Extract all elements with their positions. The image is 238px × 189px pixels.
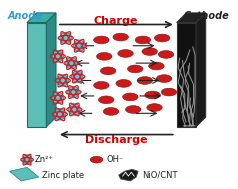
Text: Cathode: Cathode xyxy=(183,11,229,21)
Text: Zn²⁺: Zn²⁺ xyxy=(35,155,54,164)
Ellipse shape xyxy=(118,50,133,57)
Ellipse shape xyxy=(154,34,170,42)
Text: NiO/CNT: NiO/CNT xyxy=(142,171,178,180)
Text: Discharge: Discharge xyxy=(85,135,147,145)
Ellipse shape xyxy=(125,106,141,113)
Ellipse shape xyxy=(103,108,119,115)
Circle shape xyxy=(22,155,32,164)
Text: OH⁻: OH⁻ xyxy=(106,155,124,164)
Polygon shape xyxy=(46,13,56,127)
Ellipse shape xyxy=(100,67,116,75)
Ellipse shape xyxy=(97,53,112,60)
Polygon shape xyxy=(27,22,46,127)
Ellipse shape xyxy=(145,91,160,99)
Circle shape xyxy=(71,71,83,82)
Ellipse shape xyxy=(99,96,114,104)
Circle shape xyxy=(52,92,64,104)
Circle shape xyxy=(68,86,79,98)
Circle shape xyxy=(60,32,71,44)
Circle shape xyxy=(54,108,66,120)
Polygon shape xyxy=(27,13,56,22)
Ellipse shape xyxy=(149,62,164,70)
Ellipse shape xyxy=(94,81,109,89)
Ellipse shape xyxy=(123,93,138,101)
Ellipse shape xyxy=(90,156,103,163)
Polygon shape xyxy=(177,13,206,22)
Polygon shape xyxy=(10,167,39,181)
Circle shape xyxy=(57,75,69,86)
Text: Charge: Charge xyxy=(94,16,138,26)
Circle shape xyxy=(52,51,64,62)
Ellipse shape xyxy=(135,36,151,44)
Circle shape xyxy=(69,104,80,115)
Ellipse shape xyxy=(147,104,162,111)
Text: Anode: Anode xyxy=(8,11,43,21)
Circle shape xyxy=(73,40,85,52)
Ellipse shape xyxy=(161,88,177,96)
Ellipse shape xyxy=(156,75,172,82)
Polygon shape xyxy=(196,13,206,127)
Ellipse shape xyxy=(128,65,143,73)
Polygon shape xyxy=(177,22,196,127)
Text: Zinc plate: Zinc plate xyxy=(41,171,84,180)
Ellipse shape xyxy=(137,77,153,84)
Ellipse shape xyxy=(113,33,129,41)
Polygon shape xyxy=(119,169,138,181)
Ellipse shape xyxy=(158,51,174,58)
Ellipse shape xyxy=(94,36,109,44)
Ellipse shape xyxy=(142,48,157,55)
Circle shape xyxy=(66,57,77,69)
Ellipse shape xyxy=(116,80,131,87)
